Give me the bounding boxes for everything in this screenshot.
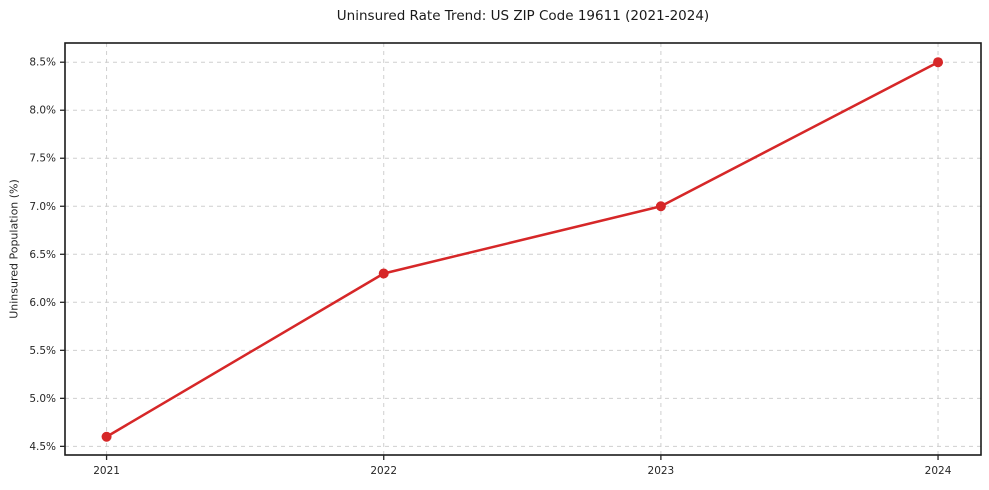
trend-line bbox=[105, 60, 940, 439]
chart-title: Uninsured Rate Trend: US ZIP Code 19611 … bbox=[336, 8, 710, 24]
x-tick-label: 2021 bbox=[93, 465, 120, 477]
y-tick-label: 4.5% bbox=[29, 441, 56, 453]
y-tick-label: 6.0% bbox=[29, 297, 56, 309]
axes-spines bbox=[64, 42, 982, 456]
data-point-2021 bbox=[101, 431, 112, 442]
y-tick-label: 6.5% bbox=[29, 249, 56, 261]
y-tick-label: 5.5% bbox=[29, 345, 56, 357]
x-tick-label: 2022 bbox=[370, 465, 397, 477]
y-tick-label: 8.5% bbox=[29, 57, 56, 69]
x-tick-label: 2023 bbox=[648, 465, 675, 477]
x-tick-label: 2024 bbox=[925, 465, 952, 477]
data-point-2022 bbox=[378, 268, 389, 279]
data-point-2023 bbox=[655, 201, 666, 212]
y-tick-label: 5.0% bbox=[29, 393, 56, 405]
data-point-2024 bbox=[933, 57, 944, 68]
y-tick-label: 7.0% bbox=[29, 201, 56, 213]
y-tick-label: 7.5% bbox=[29, 153, 56, 165]
y-tick-label: 8.0% bbox=[29, 105, 56, 117]
